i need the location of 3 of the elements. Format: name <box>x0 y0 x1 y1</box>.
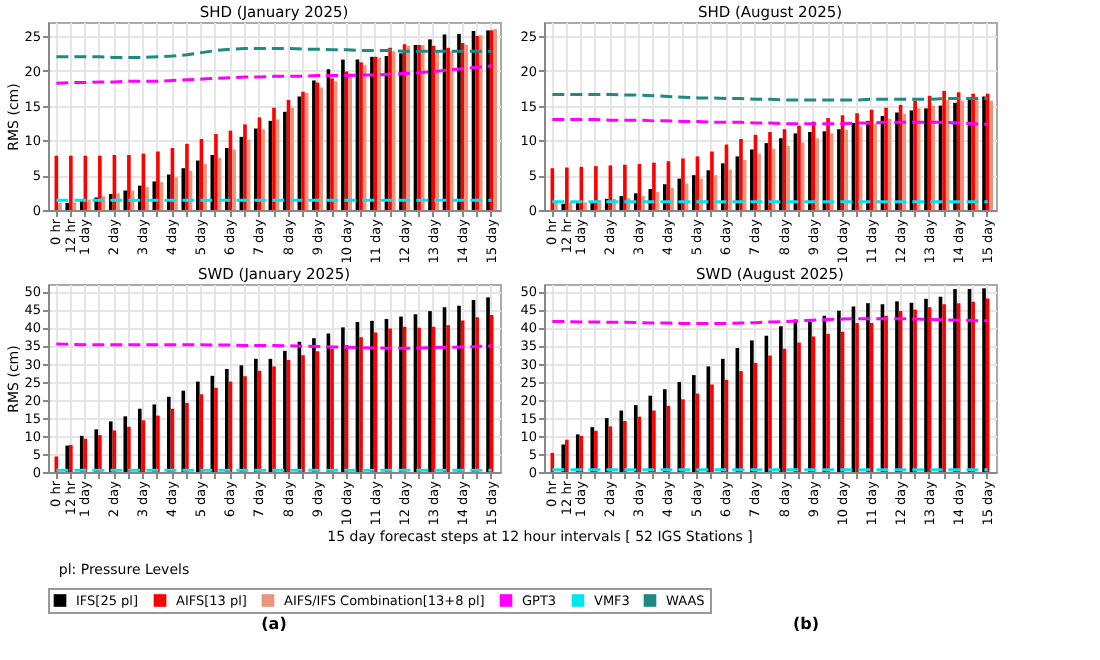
line-series <box>54 64 494 85</box>
text: (a) <box>261 615 287 633</box>
text: (b) <box>792 615 820 633</box>
